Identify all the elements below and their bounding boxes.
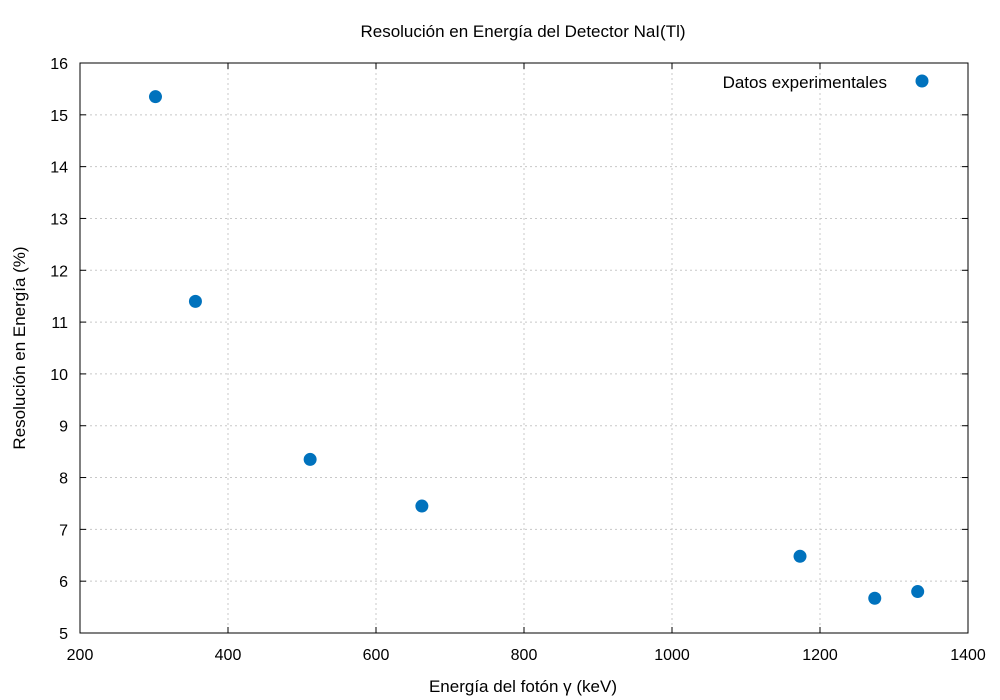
data-points	[148, 90, 925, 605]
y-tick-label: 8	[59, 471, 68, 488]
data-point	[415, 499, 429, 513]
legend-label: Datos experimentales	[723, 73, 887, 92]
y-tick-label: 14	[50, 160, 68, 177]
y-tick-label: 5	[59, 626, 68, 643]
y-tick-label: 12	[50, 263, 68, 280]
data-point	[148, 90, 162, 104]
legend: Datos experimentales	[723, 73, 929, 92]
y-tick-label: 9	[59, 419, 68, 436]
y-tick-label: 11	[51, 315, 68, 332]
x-tick-label: 1200	[802, 647, 838, 664]
x-tick-label: 1400	[950, 647, 986, 664]
data-point	[793, 549, 807, 563]
data-point	[911, 585, 925, 599]
data-point	[303, 452, 317, 466]
data-point	[868, 591, 882, 605]
chart-title: Resolución en Energía del Detector NaI(T…	[360, 22, 685, 41]
x-tick-label: 200	[67, 647, 94, 664]
y-tick-label: 13	[50, 211, 68, 228]
x-axis: 200 400 600 800 1000 1200 1400	[67, 63, 986, 664]
y-tick-label: 10	[50, 367, 68, 384]
x-tick-label: 400	[215, 647, 242, 664]
y-tick-label: 6	[59, 574, 68, 591]
x-tick-label: 800	[511, 647, 538, 664]
grid	[80, 63, 968, 633]
y-tick-label: 16	[50, 56, 68, 73]
y-axis-label: Resolución en Energía (%)	[10, 246, 29, 449]
y-axis: 5 6 7 8 9 10 11 12 13 14 15 16	[50, 56, 968, 643]
x-tick-label: 1000	[654, 647, 690, 664]
x-tick-label: 600	[363, 647, 390, 664]
legend-marker	[915, 74, 929, 88]
y-tick-label: 7	[59, 522, 68, 539]
x-axis-label: Energía del fotón γ (keV)	[429, 677, 617, 696]
data-point	[188, 294, 202, 308]
y-tick-label: 15	[50, 108, 68, 125]
